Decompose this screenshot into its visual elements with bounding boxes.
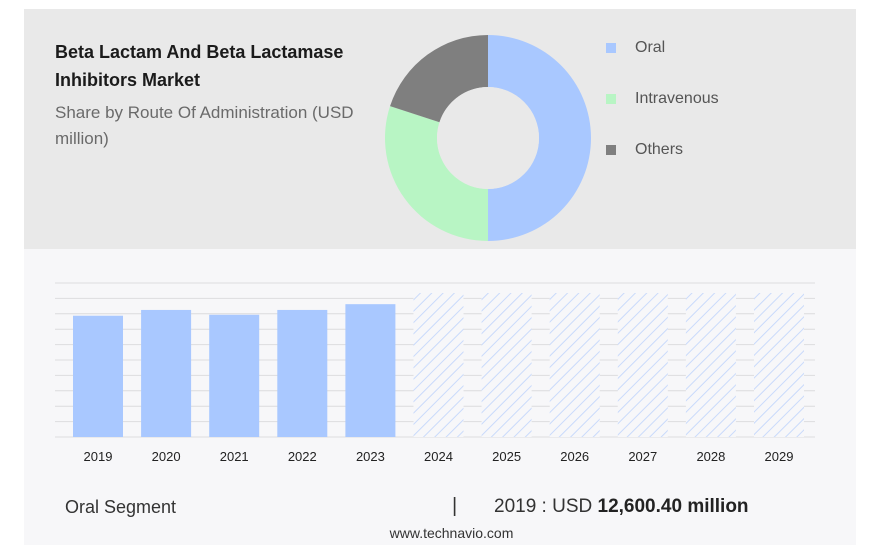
segment-value-prefix: 2019 : USD	[494, 496, 593, 517]
chart-title: Beta Lactam And Beta Lactamase Inhibitor…	[55, 42, 344, 90]
segment-value-amount: 12,600.40 million	[597, 496, 749, 517]
x-tick-label: 2024	[424, 449, 453, 464]
bar-2022	[277, 309, 328, 437]
footer-separator: |	[452, 495, 458, 517]
donut-hole	[437, 87, 539, 189]
segment-label: Oral Segment	[65, 497, 177, 517]
donut-chart	[384, 35, 591, 241]
source-url-text: www.technavio.com	[389, 525, 514, 541]
legend-swatch	[606, 93, 616, 104]
segment-value: 2019 : USD 12,600.40 million	[494, 496, 749, 518]
bar-2023	[345, 304, 396, 437]
forecast-bar-2026	[549, 293, 600, 437]
bar-2019	[73, 315, 123, 437]
donut-slice-intravenous	[384, 106, 488, 241]
legend-swatch	[606, 144, 616, 155]
legend-label: Others	[635, 140, 684, 158]
legend-item-intravenous: Intravenous	[606, 73, 719, 124]
legend-label: Intravenous	[635, 89, 719, 107]
x-tick-label: 2019	[84, 449, 113, 464]
forecast-bar-2028	[685, 293, 736, 437]
bar-chart: 2019 2020 2021 2022 2023 2024 2025 2026 2027 2028…	[55, 282, 815, 464]
x-tick-label: 2025	[492, 449, 521, 464]
x-tick-label: 2020	[152, 449, 181, 464]
bar-2020	[141, 309, 192, 437]
forecast-bar-2024	[413, 293, 464, 437]
legend-item-others: Others	[606, 124, 719, 175]
chart-subtitle: Share by Route Of Administration (USD mi…	[55, 103, 354, 148]
legend-item-oral: Oral	[606, 22, 719, 73]
x-tick-label: 2023	[356, 449, 385, 464]
x-tick-label: 2027	[628, 449, 657, 464]
source-url: www.technavio.com	[0, 525, 883, 541]
x-tick-label: 2026	[560, 449, 589, 464]
legend: Oral Intravenous Others	[606, 22, 719, 175]
forecast-bar-2025	[481, 293, 532, 437]
legend-swatch	[606, 42, 616, 53]
donut-slice-oral	[488, 35, 591, 241]
x-tick-label: 2022	[288, 449, 317, 464]
x-tick-label: 2021	[220, 449, 249, 464]
x-tick-label: 2029	[765, 449, 794, 464]
legend-label: Oral	[635, 38, 666, 56]
x-tick-label: 2028	[696, 449, 725, 464]
donut-slice-others	[390, 35, 488, 123]
forecast-bar-2027	[617, 293, 668, 437]
forecast-bar-2029	[754, 293, 804, 437]
bar-2021	[209, 314, 260, 437]
